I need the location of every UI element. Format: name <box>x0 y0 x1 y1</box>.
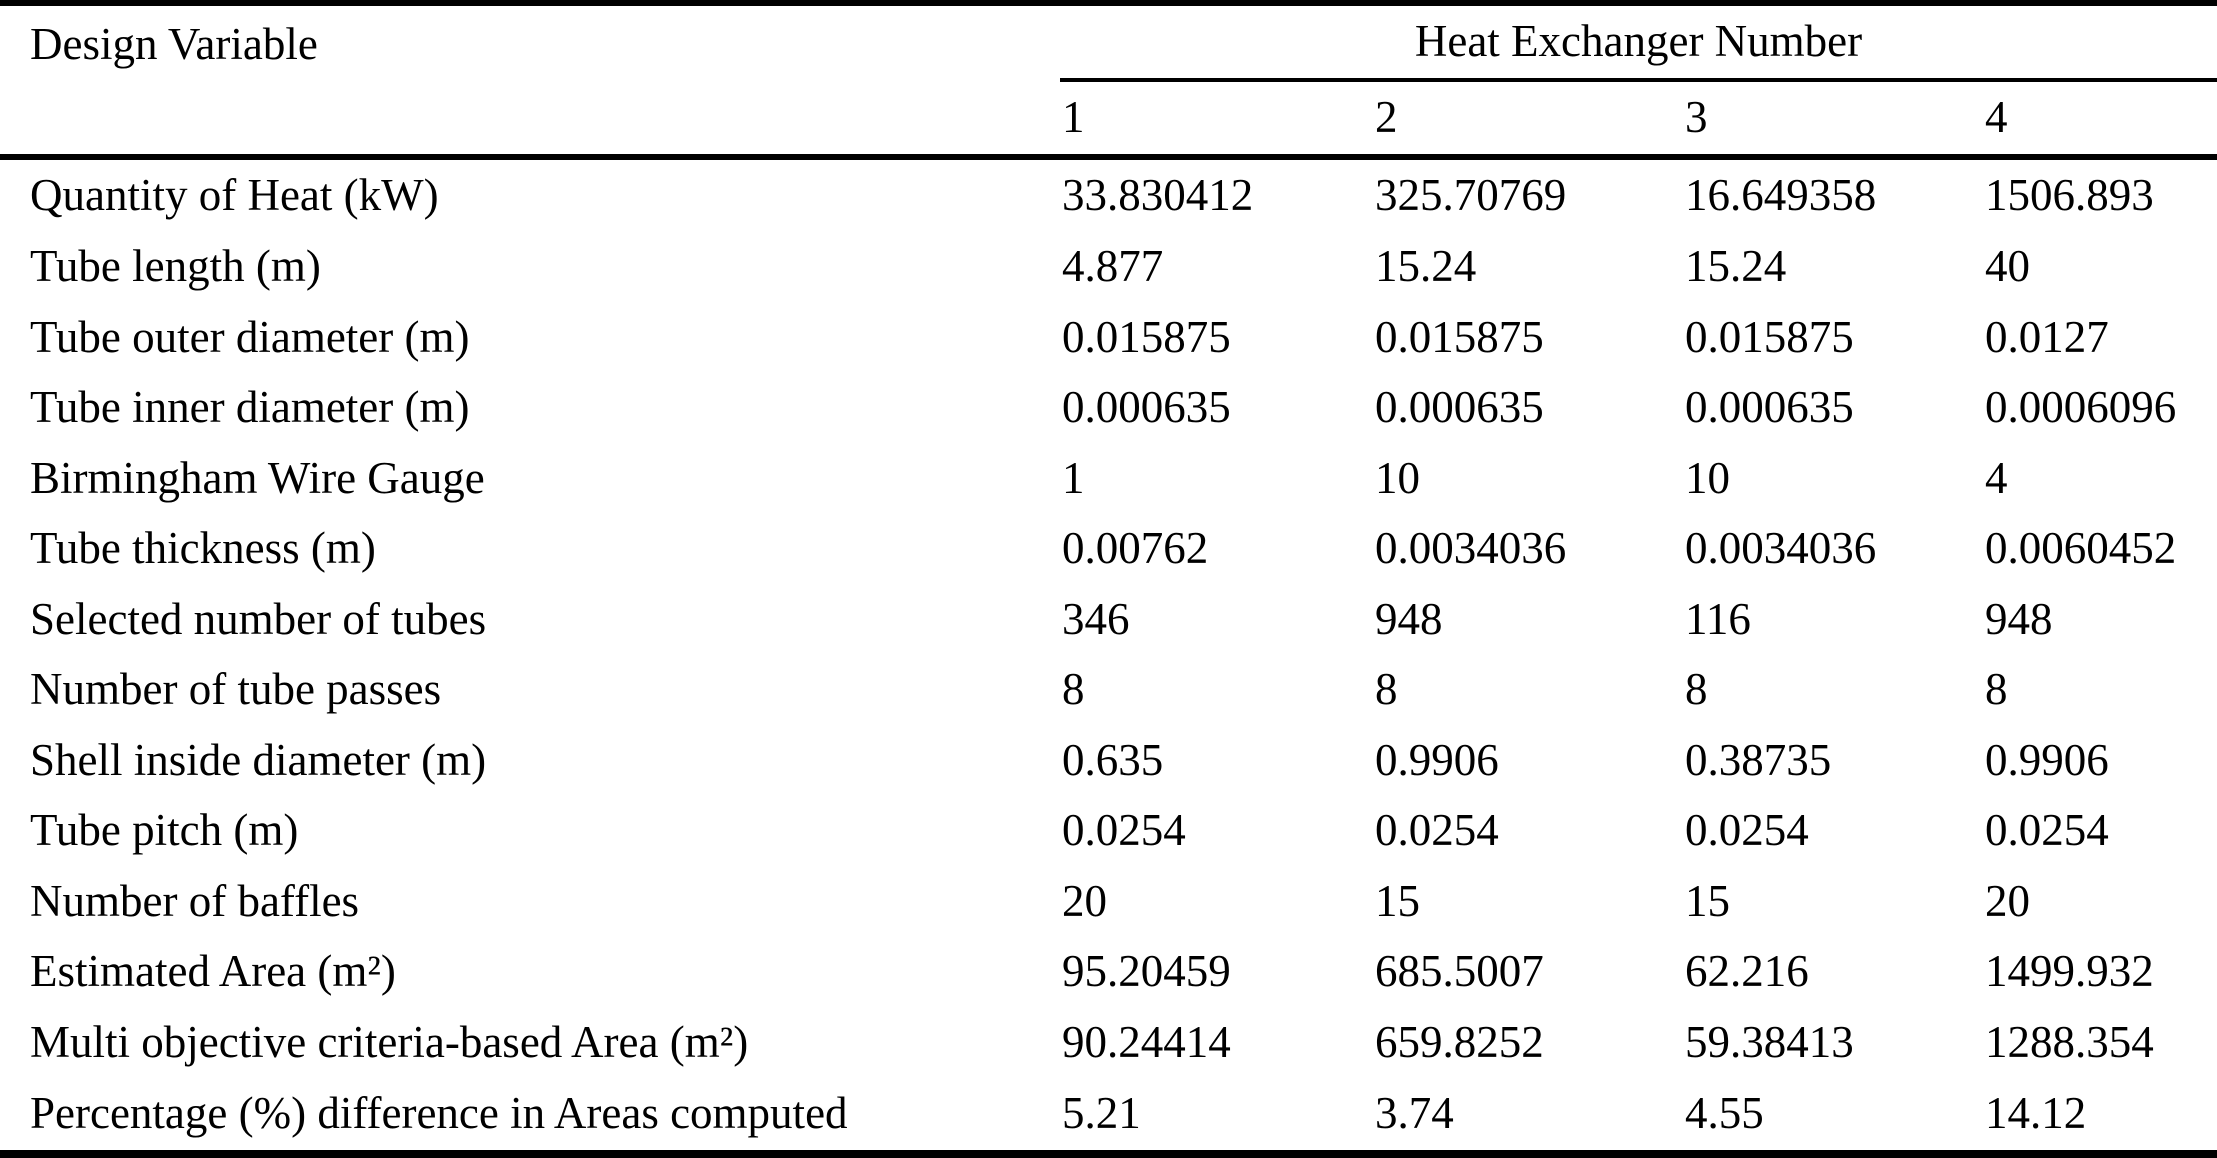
cell-value: 0.0034036 <box>1685 523 1877 574</box>
cell-value: 0.0254 <box>1062 805 1186 856</box>
cell-value: 948 <box>1985 593 2053 644</box>
cell-value: 8 <box>1985 664 2008 715</box>
row-label: Quantity of Heat (kW) <box>30 170 439 221</box>
cell-value: 0.0127 <box>1985 311 2109 362</box>
column-header-2: 2 <box>1373 80 1683 160</box>
cell-value: 15 <box>1375 875 1420 926</box>
row-label: Tube thickness (m) <box>30 523 376 574</box>
table-row: Number of baffles 20 15 15 20 <box>0 866 2217 937</box>
cell-value: 0.000635 <box>1375 382 1544 433</box>
cell-value: 0.9906 <box>1375 734 1499 785</box>
cell-value: 0.9906 <box>1985 734 2109 785</box>
table-row: Shell inside diameter (m) 0.635 0.9906 0… <box>0 725 2217 796</box>
cell-value: 0.635 <box>1062 734 1164 785</box>
cell-value: 0.0006096 <box>1985 382 2177 433</box>
cell-value: 1 <box>1062 452 1085 503</box>
row-label: Tube length (m) <box>30 241 321 292</box>
cell-value: 5.21 <box>1062 1088 1141 1139</box>
cell-value: 1288.354 <box>1985 1016 2154 1067</box>
cell-value: 15.24 <box>1375 241 1477 292</box>
table-row: Tube pitch (m) 0.0254 0.0254 0.0254 0.02… <box>0 796 2217 867</box>
table-row: Estimated Area (m²) 95.20459 685.5007 62… <box>0 937 2217 1008</box>
cell-value: 0.0254 <box>1375 805 1499 856</box>
cell-value: 346 <box>1062 593 1130 644</box>
cell-value: 3.74 <box>1375 1088 1454 1139</box>
table-row: Tube thickness (m) 0.00762 0.0034036 0.0… <box>0 514 2217 585</box>
cell-value: 0.015875 <box>1062 311 1231 362</box>
cell-value: 4.55 <box>1685 1088 1764 1139</box>
cell-value: 0.0060452 <box>1985 523 2177 574</box>
cell-value: 10 <box>1685 452 1730 503</box>
table-body: Quantity of Heat (kW) 33.830412 325.7076… <box>0 157 2217 1154</box>
cell-value: 0.015875 <box>1375 311 1544 362</box>
table-header: Design Variable Heat Exchanger Number 1 … <box>0 3 2217 160</box>
row-label: Number of tube passes <box>30 664 442 715</box>
cell-value: 0.000635 <box>1685 382 1854 433</box>
table-row: Percentage (%) difference in Areas compu… <box>0 1078 2217 1154</box>
column-header-4: 4 <box>1983 80 2217 160</box>
row-label: Selected number of tubes <box>30 593 487 644</box>
row-label: Tube inner diameter (m) <box>30 382 470 433</box>
cell-value: 59.38413 <box>1685 1016 1854 1067</box>
row-label: Number of baffles <box>30 875 360 926</box>
cell-value: 14.12 <box>1985 1088 2087 1139</box>
cell-value: 4 <box>1985 452 2008 503</box>
table-row: Quantity of Heat (kW) 33.830412 325.7076… <box>0 157 2217 232</box>
cell-value: 0.0034036 <box>1375 523 1567 574</box>
heat-exchanger-number-header: Heat Exchanger Number <box>1060 3 2217 82</box>
cell-value: 33.830412 <box>1062 170 1254 221</box>
row-label: Percentage (%) difference in Areas compu… <box>30 1088 848 1139</box>
table-row: Tube inner diameter (m) 0.000635 0.00063… <box>0 373 2217 444</box>
cell-value: 685.5007 <box>1375 946 1544 997</box>
design-variable-header: Design Variable <box>0 3 1060 160</box>
table-row: Selected number of tubes 346 948 116 948 <box>0 584 2217 655</box>
column-number-row: 1 2 3 4 <box>0 80 2217 160</box>
cell-value: 1506.893 <box>1985 170 2154 221</box>
cell-value: 0.38735 <box>1685 734 1832 785</box>
table-row: Birmingham Wire Gauge 1 10 10 4 <box>0 443 2217 514</box>
row-label: Tube pitch (m) <box>30 805 299 856</box>
cell-value: 4.877 <box>1062 241 1164 292</box>
cell-value: 15 <box>1685 875 1730 926</box>
cell-value: 325.70769 <box>1375 170 1567 221</box>
cell-value: 0.015875 <box>1685 311 1854 362</box>
row-label: Tube outer diameter (m) <box>30 311 470 362</box>
cell-value: 10 <box>1375 452 1420 503</box>
cell-value: 0.0254 <box>1685 805 1809 856</box>
group-header-row: Design Variable Heat Exchanger Number <box>0 3 2217 160</box>
row-label: Multi objective criteria-based Area (m²) <box>30 1016 749 1067</box>
cell-value: 40 <box>1985 241 2030 292</box>
cell-value: 20 <box>1985 875 2030 926</box>
column-header-1: 1 <box>1060 80 1373 160</box>
cell-value: 0.00762 <box>1062 523 1209 574</box>
row-label: Shell inside diameter (m) <box>30 734 487 785</box>
table-row: Tube outer diameter (m) 0.015875 0.01587… <box>0 302 2217 373</box>
column-header-3: 3 <box>1683 80 1983 160</box>
cell-value: 8 <box>1375 664 1398 715</box>
table-row: Number of tube passes 8 8 8 8 <box>0 655 2217 726</box>
cell-value: 90.24414 <box>1062 1016 1231 1067</box>
cell-value: 8 <box>1685 664 1708 715</box>
cell-value: 1499.932 <box>1985 946 2154 997</box>
cell-value: 8 <box>1062 664 1085 715</box>
table-row: Tube length (m) 4.877 15.24 15.24 40 <box>0 232 2217 303</box>
cell-value: 116 <box>1685 593 1751 644</box>
row-label: Estimated Area (m²) <box>30 946 396 997</box>
cell-value: 948 <box>1375 593 1443 644</box>
cell-value: 16.649358 <box>1685 170 1877 221</box>
cell-value: 15.24 <box>1685 241 1787 292</box>
cell-value: 659.8252 <box>1375 1016 1544 1067</box>
cell-value: 0.000635 <box>1062 382 1231 433</box>
cell-value: 95.20459 <box>1062 946 1231 997</box>
cell-value: 20 <box>1062 875 1107 926</box>
cell-value: 0.0254 <box>1985 805 2109 856</box>
cell-value: 62.216 <box>1685 946 1809 997</box>
row-label: Birmingham Wire Gauge <box>30 452 485 503</box>
table-row: Multi objective criteria-based Area (m²)… <box>0 1007 2217 1078</box>
